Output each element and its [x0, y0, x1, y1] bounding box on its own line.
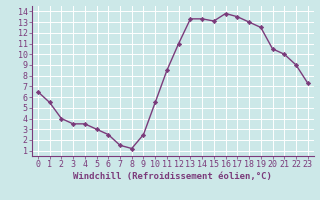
X-axis label: Windchill (Refroidissement éolien,°C): Windchill (Refroidissement éolien,°C): [73, 172, 272, 181]
